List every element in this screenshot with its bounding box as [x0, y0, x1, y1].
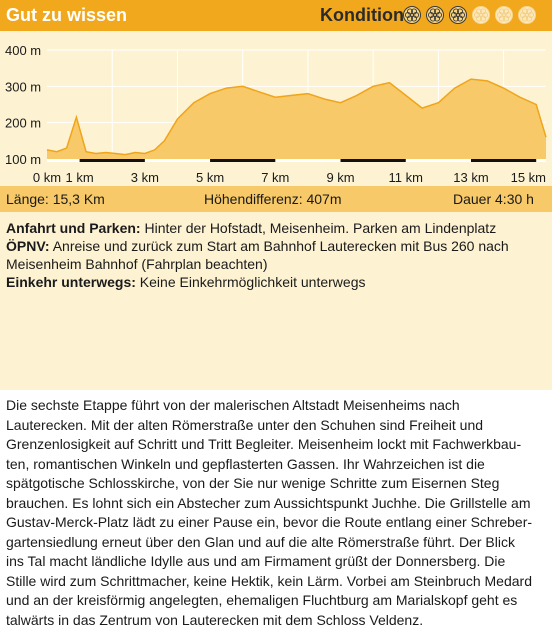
description-line: ten, romantischen Winkeln und gepflaster… — [6, 455, 485, 472]
oepnv-row-continued: Meisenheim Bahnhof (Fahrplan beachten) — [6, 255, 546, 273]
elevation-difference: Höhendifferenz: 407m — [204, 191, 342, 207]
oepnv-row: ÖPNV: Anreise und zurück zum Start am Ba… — [6, 237, 546, 255]
description-line: ins Tal macht ländliche Idylle aus und a… — [6, 553, 506, 569]
y-tick-label: 300 m — [5, 79, 41, 94]
difficulty-dot-empty-icon — [495, 6, 513, 24]
route-stats-bar: Länge: 15,3 Km Höhendifferenz: 407m Daue… — [0, 186, 552, 212]
x-tick-label: 11 km — [389, 170, 423, 185]
section-title: Gut zu wissen — [6, 5, 128, 25]
description-line: Stille wird zum Schrittmacher, keine Hek… — [6, 572, 532, 589]
x-tick-label: 5 km — [196, 170, 224, 185]
description-line: Die sechste Etappe führt von der maleris… — [6, 397, 460, 413]
elevation-profile-chart: 100 m 200 m 300 m 400 m 0 km 1 km 3 km 5 km 7 km… — [5, 43, 547, 185]
oepnv-text: Anreise und zurück zum Start am Bahnhof … — [49, 238, 509, 254]
x-tick-label: 3 km — [131, 170, 159, 185]
x-tick-label: 7 km — [261, 170, 289, 185]
route-info-panel: Anfahrt und Parken: Hinter der Hofstadt,… — [0, 212, 552, 390]
elevation-profile-panel: 100 m 200 m 300 m 400 m 0 km 1 km 3 km 5 km 7 km… — [0, 31, 552, 186]
route-description: Die sechste Etappe führt von der maleris… — [6, 396, 548, 630]
difficulty-dot-filled-icon — [403, 6, 421, 24]
x-axis-scale-segment — [340, 159, 406, 162]
difficulty-dot-filled-icon — [426, 6, 444, 24]
description-line: Gustav-Merck-Platz lädt zu einer Pause e… — [6, 514, 533, 530]
x-tick-label: 13 km — [453, 170, 488, 185]
x-axis-scale-segment — [470, 159, 537, 162]
x-tick-label: 9 km — [326, 170, 354, 185]
x-axis-scale-segment — [210, 159, 276, 162]
kondition-label: Kondition — [320, 5, 404, 25]
section-header: Gut zu wissen Kondition — [0, 0, 552, 31]
elevation-area — [47, 79, 546, 159]
x-tick-label: 0 km — [33, 170, 61, 185]
oepnv-label: ÖPNV: — [6, 238, 50, 254]
anfahrt-row: Anfahrt und Parken: Hinter der Hofstadt,… — [6, 219, 546, 237]
x-axis-baseline — [47, 159, 546, 162]
y-tick-label: 100 m — [5, 152, 41, 167]
difficulty-dot-empty-icon — [518, 6, 536, 24]
y-tick-label: 200 m — [5, 116, 41, 131]
route-duration: Dauer 4:30 h — [453, 191, 534, 207]
description-line: spätgotische Schlosskirche, von der Sie … — [6, 475, 500, 491]
difficulty-dot-filled-icon — [449, 6, 467, 24]
description-line: talwärts in das Zentrum von Lauterecken … — [6, 611, 424, 628]
description-line: Grenzenlosigkeit auf Schritt und Tritt B… — [6, 436, 522, 452]
route-length: Länge: 15,3 Km — [6, 191, 105, 207]
description-line: und an der kreisförmig angelegten, ehema… — [6, 592, 518, 608]
x-tick-label: 15 km — [511, 170, 546, 185]
difficulty-dot-empty-icon — [472, 6, 490, 24]
description-line: Lauterecken. Mit der alten Römerstraße u… — [6, 416, 484, 433]
einkehr-text: Keine Einkehrmöglichkeit unterwegs — [135, 274, 366, 290]
einkehr-label: Einkehr unterwegs: — [6, 274, 136, 290]
description-line: gartensiedlung erneut über den Glan und … — [6, 533, 515, 550]
anfahrt-text: Hinter der Hofstadt, Meisenheim. Parken … — [140, 220, 497, 236]
oepnv-text-continued: Meisenheim Bahnhof (Fahrplan beachten) — [6, 256, 268, 272]
x-tick-label: 1 km — [66, 170, 94, 185]
description-line: brauchen. Es lohnt sich ein Abstecher zu… — [6, 494, 531, 511]
einkehr-row: Einkehr unterwegs: Keine Einkehrmöglichk… — [6, 273, 546, 291]
elevation-line — [46, 78, 547, 156]
y-tick-label: 400 m — [5, 43, 41, 58]
anfahrt-label: Anfahrt und Parken: — [6, 220, 141, 236]
x-axis-scale-segment — [79, 159, 145, 162]
